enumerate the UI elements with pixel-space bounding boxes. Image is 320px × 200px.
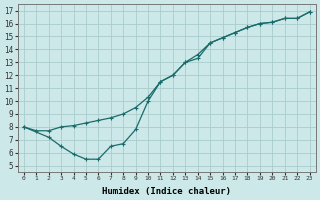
X-axis label: Humidex (Indice chaleur): Humidex (Indice chaleur) [102, 187, 231, 196]
